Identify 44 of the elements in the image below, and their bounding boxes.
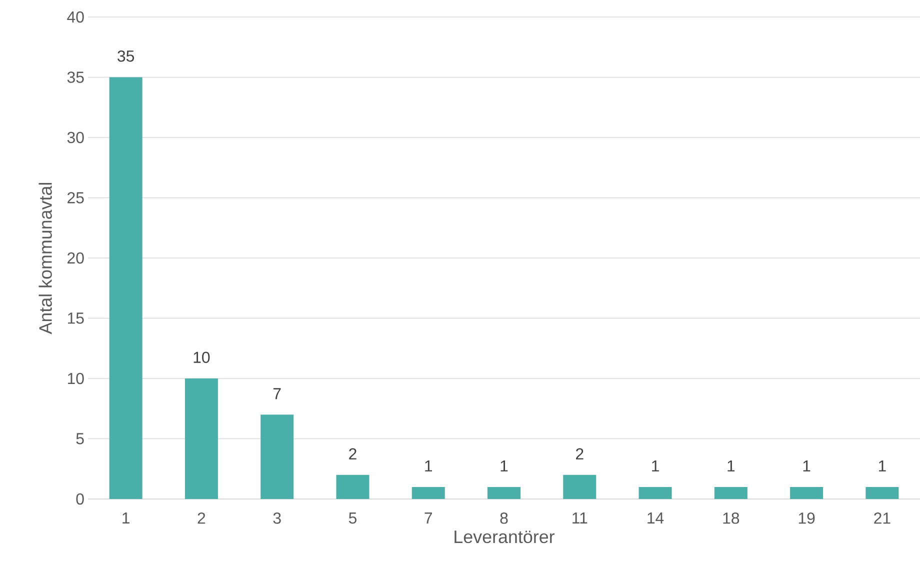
x-tick-label: 7 xyxy=(424,512,432,524)
data-label: 10 xyxy=(194,352,210,363)
data-label: 1 xyxy=(878,460,886,472)
bar xyxy=(638,486,672,499)
x-tick-label: 1 xyxy=(122,512,130,524)
bar xyxy=(563,474,596,499)
y-tick-label: 25 xyxy=(68,192,84,204)
y-tick-label: 5 xyxy=(76,433,84,444)
y-tick-label: 20 xyxy=(68,252,84,264)
bar xyxy=(336,474,370,499)
x-tick-label: 3 xyxy=(273,512,281,524)
bar xyxy=(488,486,521,499)
data-label: 1 xyxy=(803,460,810,472)
x-tick-label: 11 xyxy=(572,512,588,524)
bar xyxy=(714,486,748,499)
y-tick-label: 35 xyxy=(67,72,84,83)
data-label: 1 xyxy=(500,460,508,472)
y-tick-label: 15 xyxy=(68,312,84,324)
data-label: 2 xyxy=(349,448,356,460)
data-label: 1 xyxy=(425,460,432,472)
bar xyxy=(260,414,294,499)
x-tick-label: 19 xyxy=(798,512,815,524)
x-tick-label: 8 xyxy=(500,512,508,524)
bar xyxy=(184,378,218,499)
x-tick-label: 5 xyxy=(348,512,356,524)
data-label: 1 xyxy=(652,460,659,472)
y-tick-label: 0 xyxy=(76,493,84,505)
x-tick-label: 14 xyxy=(648,512,664,524)
bar xyxy=(109,77,142,499)
data-label: 35 xyxy=(118,50,134,62)
data-label: 1 xyxy=(728,460,735,472)
bar xyxy=(790,486,824,499)
x-tick-label: 2 xyxy=(198,512,206,524)
x-axis-title: Leverantörer xyxy=(454,530,555,544)
y-axis-title: Antal kommunavtal xyxy=(38,182,52,334)
bar xyxy=(866,486,899,499)
bar xyxy=(412,486,445,499)
x-tick-label: 21 xyxy=(874,512,890,524)
data-label: 7 xyxy=(273,388,281,400)
data-label: 2 xyxy=(576,448,584,460)
x-tick-label: 18 xyxy=(723,512,740,524)
y-tick-label: 10 xyxy=(68,372,84,384)
y-tick-label: 40 xyxy=(67,11,84,23)
y-tick-label: 30 xyxy=(67,132,84,144)
